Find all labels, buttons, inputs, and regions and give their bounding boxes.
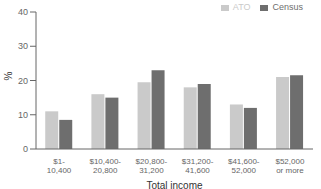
svg-text:Total income: Total income [146, 180, 203, 189]
html-text:ATO: ATO [232, 2, 251, 12]
svg-text:$31,200-41,600: $31,200-41,600 [182, 157, 214, 175]
svg-text:$1-10,400: $1-10,400 [47, 157, 72, 175]
svg-text:20: 20 [18, 76, 28, 86]
svg-text:$52,000or more: $52,000or more [275, 157, 304, 175]
svg-text:30: 30 [18, 41, 28, 51]
svg-text:10: 10 [18, 110, 28, 120]
html-text:Census: Census [272, 2, 303, 12]
svg-text:%: % [8, 72, 14, 81]
svg-text:$41,600-52,000: $41,600-52,000 [228, 157, 260, 175]
svg-text:$20,800-31,200: $20,800-31,200 [136, 157, 168, 175]
svg-text:40: 40 [18, 7, 28, 17]
svg-text:0: 0 [23, 144, 28, 154]
svg-text:$10,400-20,800: $10,400-20,800 [89, 157, 121, 175]
